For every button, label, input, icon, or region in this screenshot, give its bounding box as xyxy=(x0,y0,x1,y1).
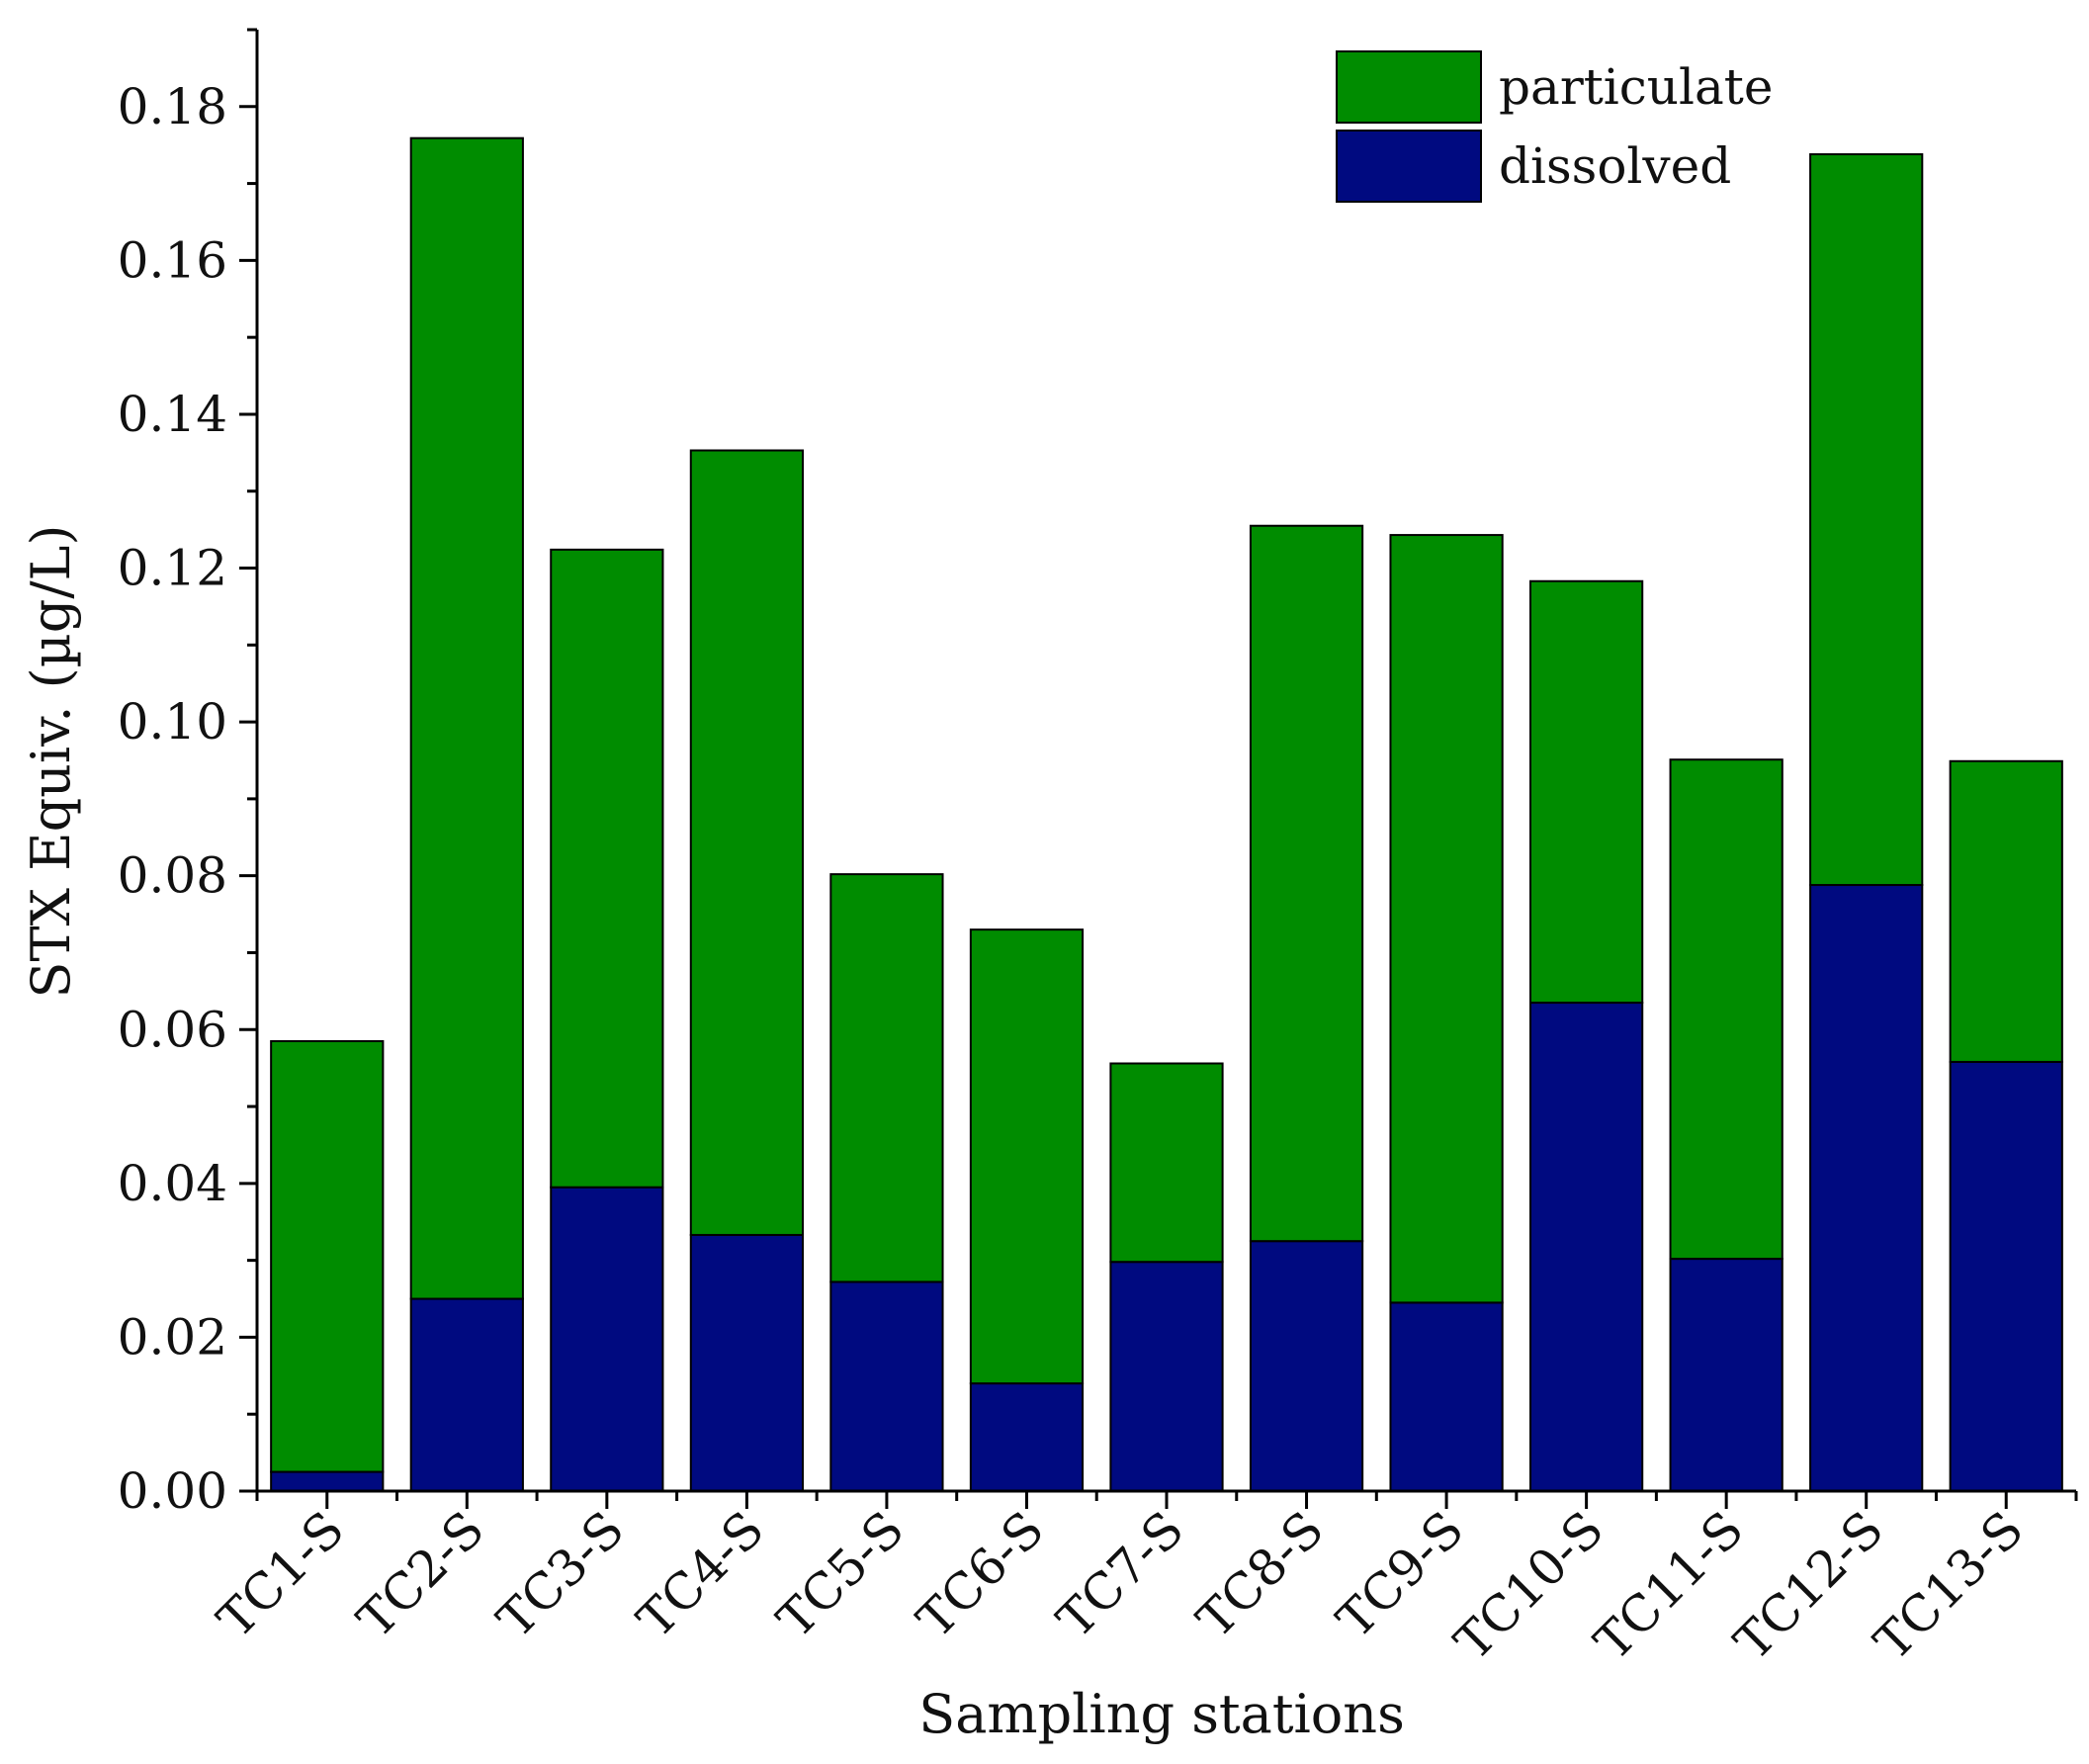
bar-particulate-TC3-S xyxy=(550,548,664,1189)
bar-particulate-TC8-S xyxy=(1249,524,1364,1243)
x-tick-label: TC1-S xyxy=(207,1500,355,1648)
y-axis-title: STX Equiv. (µg/L) xyxy=(20,525,82,999)
bar-particulate-TC13-S xyxy=(1949,759,2063,1063)
bar-particulate-TC11-S xyxy=(1669,758,1784,1261)
x-tick-label: TC11-S xyxy=(1584,1500,1755,1671)
bar-particulate-TC2-S xyxy=(409,136,524,1300)
x-tick-label: TC5-S xyxy=(766,1500,914,1648)
y-tick-label: 0.00 xyxy=(118,1462,227,1520)
x-tick-label: TC6-S xyxy=(907,1500,1055,1648)
y-tick-label: 0.06 xyxy=(118,1001,227,1058)
bars-layer xyxy=(270,136,2063,1493)
bar-particulate-TC10-S xyxy=(1529,579,1644,1005)
y-tick-label: 0.08 xyxy=(118,847,227,905)
bar-particulate-TC1-S xyxy=(270,1039,385,1473)
bar-dissolved-TC5-S xyxy=(829,1280,944,1492)
bar-particulate-TC5-S xyxy=(829,873,944,1283)
bar-particulate-TC6-S xyxy=(969,928,1085,1385)
legend-label-dissolved: dissolved xyxy=(1499,137,1731,195)
y-tick-label: 0.14 xyxy=(118,386,227,443)
bar-dissolved-TC13-S xyxy=(1949,1060,2063,1492)
x-tick-label: TC8-S xyxy=(1186,1500,1335,1648)
x-tick-label: TC4-S xyxy=(627,1500,775,1648)
bar-dissolved-TC12-S xyxy=(1809,884,1924,1492)
x-tick-label: TC10-S xyxy=(1443,1500,1614,1671)
bar-dissolved-TC1-S xyxy=(270,1470,385,1492)
y-tick-label: 0.02 xyxy=(118,1308,227,1366)
x-tick-label: TC2-S xyxy=(346,1500,494,1648)
bar-particulate-TC9-S xyxy=(1389,534,1504,1304)
bar-dissolved-TC10-S xyxy=(1529,1002,1644,1493)
bar-dissolved-TC4-S xyxy=(689,1233,804,1492)
legend: particulate dissolved xyxy=(1336,50,1774,203)
x-axis-title: Sampling stations xyxy=(918,1683,1405,1745)
x-tick-label: TC3-S xyxy=(486,1500,635,1648)
x-tick-label: TC7-S xyxy=(1046,1500,1194,1648)
bar-particulate-TC12-S xyxy=(1809,153,1924,887)
y-tick-label: 0.10 xyxy=(118,693,227,750)
bar-dissolved-TC3-S xyxy=(550,1186,664,1492)
y-tick-label: 0.04 xyxy=(118,1155,227,1212)
y-tick-label: 0.16 xyxy=(118,231,227,289)
y-tick-label: 0.18 xyxy=(118,78,227,135)
legend-swatch-particulate xyxy=(1336,50,1482,124)
bar-dissolved-TC6-S xyxy=(969,1382,1085,1492)
bar-dissolved-TC7-S xyxy=(1109,1261,1224,1493)
bar-dissolved-TC8-S xyxy=(1249,1240,1364,1492)
bar-dissolved-TC9-S xyxy=(1389,1301,1504,1492)
bar-particulate-TC7-S xyxy=(1109,1062,1224,1264)
x-tick-label: TC12-S xyxy=(1723,1500,1894,1671)
y-tick-label: 0.12 xyxy=(118,540,227,597)
bar-particulate-TC4-S xyxy=(689,449,804,1236)
x-tick-label: TC13-S xyxy=(1864,1500,2035,1671)
bar-dissolved-TC2-S xyxy=(409,1297,524,1493)
legend-label-particulate: particulate xyxy=(1499,58,1774,116)
legend-swatch-dissolved xyxy=(1336,130,1482,203)
bar-dissolved-TC11-S xyxy=(1669,1258,1784,1493)
